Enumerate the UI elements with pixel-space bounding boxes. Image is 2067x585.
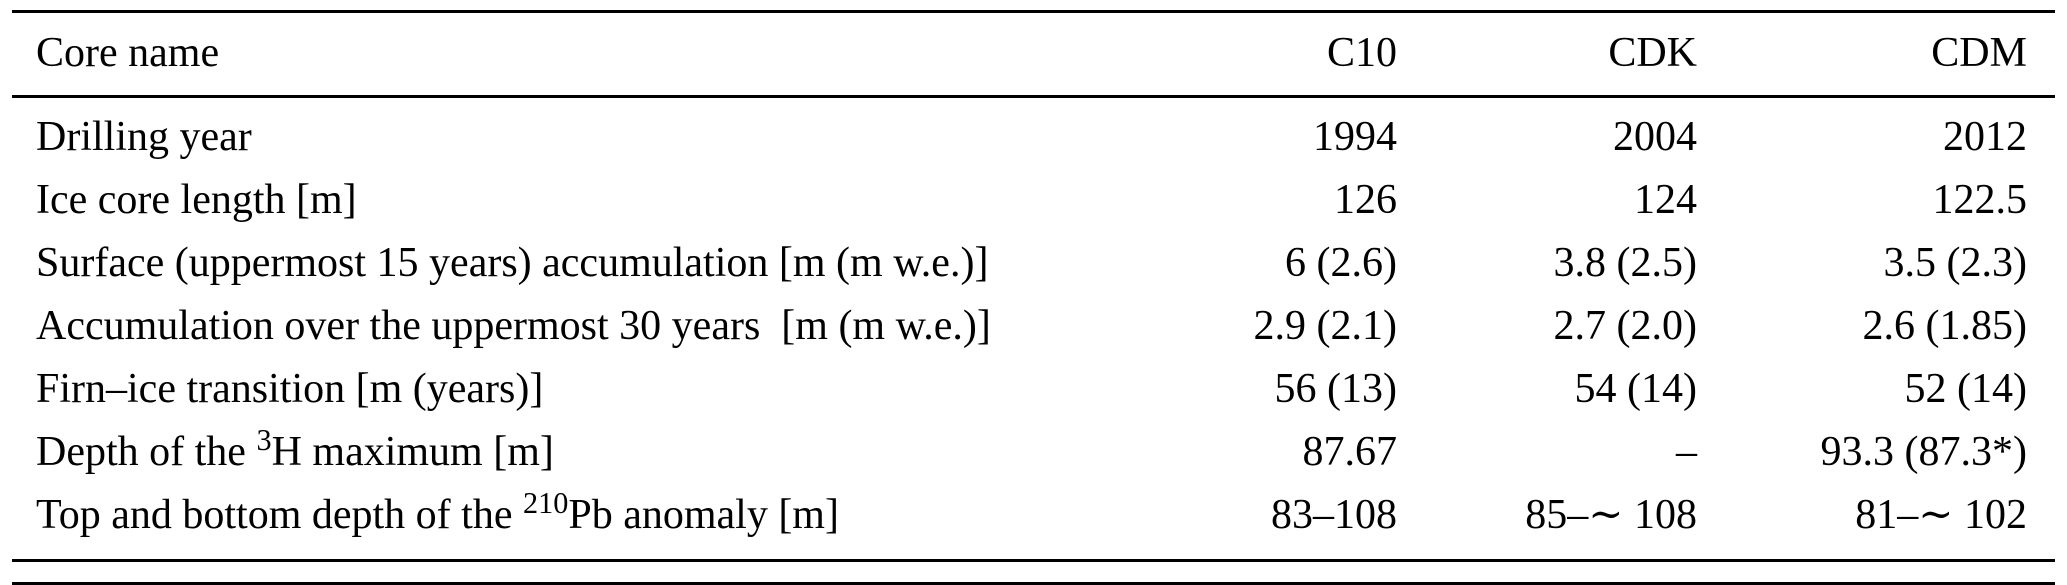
table-row: Top and bottom depth of the 210Pb anomal… [12,484,2055,562]
row-label: Surface (uppermost 15 years) accumulatio… [36,240,989,286]
cell-value: 87.67 [1302,429,1398,475]
cell-value: 85–∼ 108 [1397,484,1697,562]
cell-value: 2012 [1943,114,2027,160]
table-body: Drilling year 1994 2004 2012 Ice core length… [12,97,2055,562]
cell-value: 2004 [1613,114,1697,160]
cell-value: 52 (14) [1904,366,2027,412]
cell-value: 2.6 (1.85) [1862,303,2027,349]
table-row: Accumulation over the uppermost 30 years… [12,295,2055,358]
cell-value: 1994 [1313,114,1397,160]
header-row: Core name C10 CDK CDM [12,11,2055,98]
isotope-superscript: 3 [256,423,272,457]
cell-value: 2.9 (2.1) [1253,303,1397,349]
cell-value: 56 (13) [1274,366,1397,412]
table-header: Core name C10 CDK CDM [12,11,2055,98]
row-label: Depth of the 3H maximum [m] [36,423,554,475]
row-label: Drilling year [36,114,252,160]
cell-value: 3.8 (2.5) [1553,240,1697,286]
cell-value: 2.7 (2.0) [1553,303,1697,349]
cell-value: – [1676,429,1697,475]
header-core-name: Core name [12,11,1097,98]
row-label: Firn–ice transition [m (years)] [36,366,544,412]
row-label: Accumulation over the uppermost 30 years… [36,303,991,349]
cell-value: 54 (14) [1574,366,1697,412]
cell-value: 83–108 [1097,484,1397,562]
table-row: Surface (uppermost 15 years) accumulatio… [12,232,2055,295]
cell-value: 93.3 (87.3*) [1820,429,2027,475]
cell-value: 124 [1634,177,1697,223]
column-header-cdm: CDM [1697,11,2055,98]
column-header-cdk: CDK [1397,11,1697,98]
cell-value: 6 (2.6) [1285,240,1397,286]
cell-value: 81–∼ 102 [1697,484,2055,562]
row-label: Ice core length [m] [36,177,357,223]
table-row: Firn–ice transition [m (years)] 56 (13) 54… [12,358,2055,421]
ice-core-table: Core name C10 CDK CDM Drilling year 1994 200… [12,10,2055,562]
row-label: Top and bottom depth of the 210Pb anomal… [12,484,1097,562]
isotope-superscript: 210 [522,486,569,520]
table-row: Drilling year 1994 2004 2012 [12,97,2055,170]
column-header-c10: C10 [1097,11,1397,98]
cell-value: 122.5 [1932,177,2028,223]
cell-value: 126 [1334,177,1397,223]
table-row: Ice core length [m] 126 124 122.5 [12,169,2055,232]
cell-value: 3.5 (2.3) [1883,240,2027,286]
table-row: Depth of the 3H maximum [m] 87.67 – 93.3 (8… [12,421,2055,484]
